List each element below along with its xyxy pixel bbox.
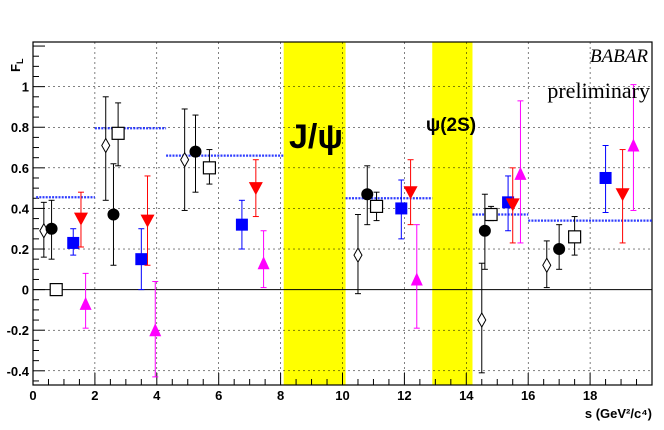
vetoed-region-1 — [432, 42, 473, 385]
data-point-triangle-down — [403, 186, 418, 200]
y-axis-label: FL — [8, 58, 25, 72]
y-tick-label: 0.2 — [11, 242, 29, 257]
vetoed-regions — [283, 42, 473, 385]
data-point-open-square — [49, 283, 63, 297]
x-tick-label: 6 — [215, 388, 222, 403]
data-point-circle — [189, 145, 202, 158]
data-point-circle — [478, 224, 491, 237]
data-point-triangle-down — [615, 188, 630, 202]
tick-labels: 0 2 4 6 8 10 12 14 16 18 -0.4 -0.2 0 0.2 0.4 0.6 0.8 1 — [7, 80, 598, 403]
data-point-diamond — [542, 257, 552, 274]
x-tick-label: 16 — [521, 388, 535, 403]
data-point-open-square — [202, 161, 217, 175]
data-point-diamond — [353, 247, 363, 264]
x-tick-label: 8 — [277, 388, 284, 403]
data-point-triangle-up — [410, 272, 423, 286]
data-point-square — [395, 202, 408, 215]
data-point-square — [235, 218, 248, 231]
grid — [33, 42, 652, 385]
y-tick-label: 0.6 — [11, 161, 29, 176]
data-point-triangle-up — [257, 256, 270, 270]
y-tick-label: 0.4 — [11, 201, 30, 216]
data-point-circle — [361, 188, 374, 201]
data-point-circle — [553, 243, 566, 256]
data-point-triangle-down — [140, 214, 155, 228]
data-point-triangle-up — [79, 296, 92, 310]
y-tick-label: 0.8 — [11, 120, 29, 135]
data-point-triangle-down — [505, 198, 520, 212]
data-point-circle — [107, 208, 120, 221]
data-point-diamond — [101, 137, 111, 154]
data-point-open-square — [484, 207, 498, 222]
y-tick-label: -0.2 — [7, 323, 29, 338]
y-tick-label: 1 — [22, 80, 29, 95]
data-point-triangle-down — [73, 212, 88, 226]
x-tick-label: 12 — [397, 388, 411, 403]
plot-frame — [32, 41, 653, 386]
data-point-square — [135, 253, 148, 266]
x-tick-label: 2 — [91, 388, 98, 403]
data-point-triangle-down — [248, 182, 263, 196]
data-point-circle — [45, 222, 58, 235]
jpsi-label: J/ψ — [289, 118, 343, 156]
data-point-triangle-up — [149, 323, 162, 337]
y-tick-label: 0 — [22, 283, 29, 298]
data-point-open-square — [111, 126, 125, 140]
data-points — [39, 84, 640, 378]
x-axis-label: s (GeV²/c⁴) — [585, 406, 652, 421]
y-tick-label: -0.4 — [7, 364, 30, 379]
x-tick-label: 0 — [29, 388, 36, 403]
x-tick-label: 14 — [459, 388, 474, 403]
status-label: preliminary — [547, 78, 650, 103]
data-point-open-square — [369, 199, 384, 213]
x-tick-label: 18 — [583, 388, 597, 403]
data-point-open-square — [568, 230, 582, 244]
data-point-diamond — [477, 312, 487, 329]
data-point-square — [599, 171, 612, 184]
x-tick-label: 4 — [153, 388, 161, 403]
experiment-label: BABAR — [590, 46, 648, 67]
y-axis-label-main: F — [8, 64, 23, 72]
vetoed-region-0 — [283, 42, 346, 385]
psi2s-label: ψ(2S) — [426, 115, 476, 136]
x-tick-label: 10 — [335, 388, 349, 403]
data-point-square — [67, 236, 80, 249]
prediction-lines — [36, 127, 652, 222]
data-point-triangle-up — [514, 166, 527, 180]
data-point-triangle-up — [627, 138, 640, 152]
data-point-diamond — [180, 151, 190, 168]
y-axis-label-sub: L — [15, 58, 25, 64]
